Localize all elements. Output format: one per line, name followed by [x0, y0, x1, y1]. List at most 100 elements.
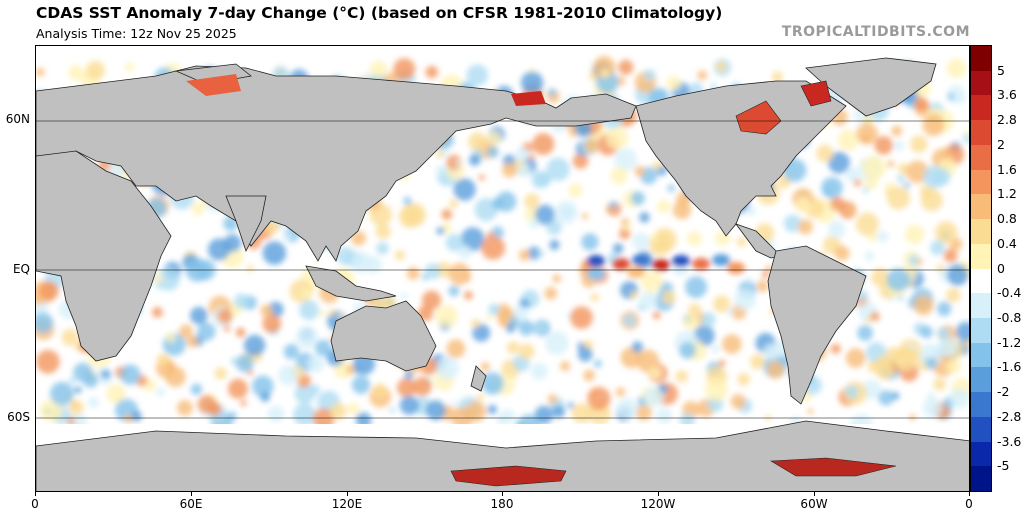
- greenland-land: [805, 57, 937, 117]
- anomaly-patch: [529, 219, 539, 229]
- anomaly-patch: [552, 274, 562, 283]
- anomaly-patch: [458, 245, 472, 259]
- anomaly-patch: [914, 97, 929, 112]
- anomaly-patch: [165, 332, 176, 343]
- anomaly-patch: [949, 388, 969, 409]
- anomaly-patch: [736, 237, 747, 247]
- anomaly-patch: [661, 290, 676, 305]
- anomaly-patch: [446, 154, 462, 170]
- anomaly-patch: [246, 265, 254, 272]
- india-land: [225, 195, 267, 253]
- anomaly-patch: [730, 394, 746, 410]
- anomaly-patch: [403, 196, 412, 206]
- anomaly-patch: [389, 407, 396, 413]
- anomaly-patch: [855, 212, 879, 236]
- anomaly-patch: [734, 288, 756, 311]
- anomaly-patch: [436, 164, 447, 175]
- colorbar-label: 0.8: [997, 211, 1017, 227]
- anomaly-patch: [870, 311, 880, 322]
- anomaly-patch: [922, 113, 945, 137]
- colorbar-label: -5: [997, 458, 1010, 474]
- lon-tick: [191, 492, 192, 496]
- anomaly-patch: [577, 346, 593, 362]
- anomaly-patch: [737, 373, 750, 386]
- anomaly-patch: [874, 136, 893, 155]
- anomaly-patch: [756, 280, 769, 293]
- anomaly-patch: [295, 326, 318, 349]
- anomaly-patch: [762, 270, 770, 279]
- map-canvas: [36, 46, 969, 491]
- anomaly-patch: [131, 411, 142, 422]
- colorbar-segment: [971, 268, 991, 294]
- colorbar-label: 2: [997, 136, 1005, 152]
- anomaly-patch: [623, 223, 632, 231]
- anomaly-patch: [441, 209, 453, 220]
- anomaly-patch: [683, 314, 699, 330]
- equatorial-anomaly: [632, 254, 650, 266]
- north-america-land: [635, 80, 847, 237]
- anomaly-patch: [262, 241, 287, 265]
- anomaly-patch: [783, 214, 802, 233]
- anomaly-patch: [534, 405, 554, 425]
- colorbar-label: -0.4: [997, 285, 1022, 301]
- lon-tick: [35, 492, 36, 496]
- lon-tick: [347, 492, 348, 496]
- anomaly-patch: [845, 385, 859, 399]
- anomaly-patch: [920, 325, 933, 339]
- colorbar-segment: [971, 342, 991, 368]
- anomaly-patch: [893, 347, 918, 371]
- anomaly-patch: [36, 312, 54, 334]
- anomaly-patch: [465, 401, 487, 423]
- anomaly-patch: [916, 258, 923, 266]
- anomaly-patch: [223, 325, 231, 332]
- anomaly-patch: [165, 366, 186, 388]
- anomaly-patch: [933, 378, 946, 391]
- anomaly-patch: [547, 88, 557, 97]
- colorbar-segment: [971, 95, 991, 121]
- anomaly-patch: [587, 386, 611, 411]
- anomaly-patch: [190, 383, 203, 395]
- anomaly-patch: [932, 167, 951, 186]
- anomaly-patch: [442, 356, 451, 365]
- anomaly-patch: [641, 270, 663, 293]
- anomaly-patch: [713, 295, 731, 313]
- anomaly-patch: [262, 314, 282, 333]
- anomaly-patch: [535, 322, 546, 334]
- anomaly-patch: [307, 355, 325, 373]
- colorbar-segment: [971, 144, 991, 171]
- sst-anomaly-map: [35, 45, 970, 492]
- hudson-bay-anomaly: [735, 100, 782, 135]
- anomaly-patch: [466, 64, 489, 86]
- anomaly-patch: [124, 414, 133, 424]
- anomaly-patch: [217, 308, 233, 324]
- colorbar-segment: [971, 392, 991, 418]
- colorbar-segment: [971, 243, 991, 269]
- anomaly-patch: [856, 123, 878, 145]
- anomaly-patch: [448, 285, 460, 297]
- anomaly-patch: [496, 191, 517, 212]
- anomaly-patch: [537, 250, 544, 258]
- anomaly-patch: [936, 301, 952, 317]
- lat-label-eq: EQ: [12, 262, 30, 276]
- anomaly-patch: [726, 308, 734, 316]
- anomaly-patch: [771, 71, 784, 83]
- anomaly-patch: [568, 183, 583, 198]
- anomaly-patch: [926, 392, 935, 401]
- anomaly-patch: [554, 200, 578, 224]
- anomaly-patch: [125, 62, 135, 72]
- anomaly-patch: [930, 240, 946, 256]
- anomaly-patch: [750, 354, 766, 370]
- anomaly-patch: [471, 318, 481, 328]
- anomaly-patch: [946, 58, 967, 78]
- anomaly-patch: [629, 291, 638, 299]
- colorbar-segment: [971, 293, 991, 319]
- anomaly-patch: [590, 293, 599, 302]
- anomaly-patch: [630, 191, 646, 206]
- anomaly-patch: [436, 226, 445, 235]
- colorbar-label: 5: [997, 62, 1005, 78]
- anomaly-patch: [449, 199, 458, 209]
- colorbar-label: 2.8: [997, 112, 1017, 128]
- anomaly-patch: [496, 413, 508, 426]
- equatorial-anomaly: [672, 255, 690, 267]
- lon-label: 120E: [331, 497, 363, 511]
